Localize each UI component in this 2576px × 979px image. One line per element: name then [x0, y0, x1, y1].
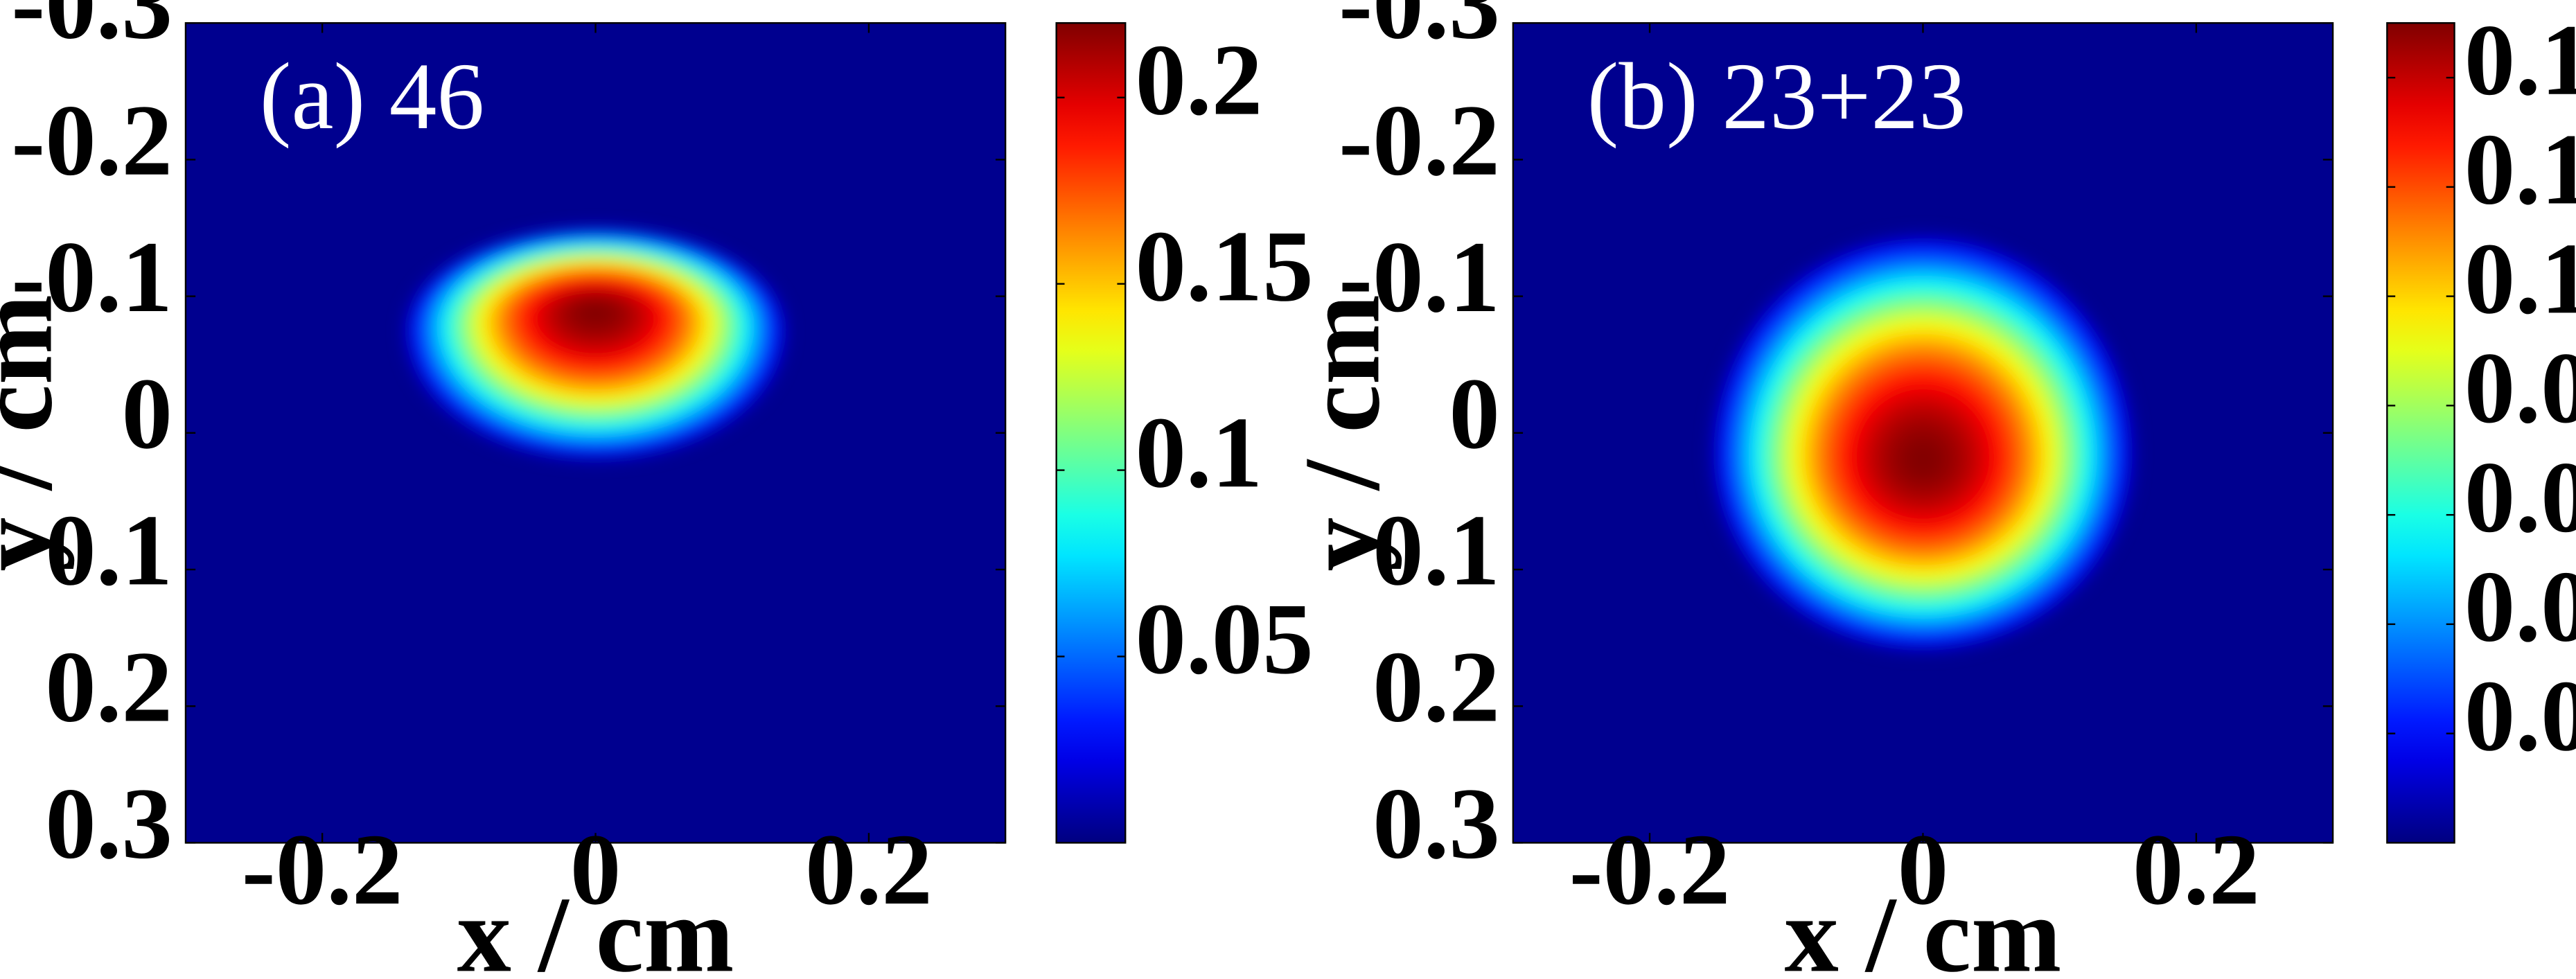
- colorbar-tick-label: 0.15: [1135, 209, 1313, 322]
- panel-annotation: (b) 23+23: [1587, 43, 1966, 149]
- colorbar-tick-label: 0.12: [2464, 113, 2576, 226]
- colorbar-tick-label: 0.14: [2464, 3, 2576, 116]
- y-tick-label: 0.2: [45, 630, 173, 743]
- x-axis-label: x / cm: [1785, 874, 2062, 979]
- y-tick-label: 0: [1449, 357, 1500, 470]
- colorbar-tick-label: 0.04: [2464, 550, 2576, 663]
- heatmap-intensity: [1711, 234, 2135, 652]
- y-tick-label: 0: [121, 357, 173, 470]
- y-tick-label: 0.1: [1373, 493, 1500, 606]
- panel-a: -0.2 0 0.2 -0.3 -0.2 -0.1 0 0.1 0.2 0.3 x / cm y / …: [0, 0, 1314, 979]
- y-tick-label: -0.1: [1339, 220, 1500, 333]
- y-axis-label: y / cm: [1282, 294, 1402, 572]
- x-tick-label: 0.2: [2133, 813, 2260, 926]
- x-tick-label: 0: [570, 813, 621, 926]
- y-tick-label: -0.2: [11, 84, 173, 197]
- x-axis-label: x / cm: [457, 874, 734, 979]
- colorbar-tick-label: 0.08: [2464, 331, 2576, 444]
- x-tick-label: 0: [1898, 813, 1949, 926]
- heatmap-level: [590, 308, 601, 314]
- y-tick-label: -0.3: [1339, 0, 1500, 60]
- panel-b: -0.2 0 0.2 -0.3 -0.2 -0.1 0 0.1 0.2 0.3 x / cm y / …: [1282, 0, 2576, 979]
- x-tick-label: -0.2: [242, 813, 403, 926]
- colorbar-tick-label: 0.05: [1135, 582, 1313, 695]
- y-tick-label: 0.2: [1373, 630, 1500, 743]
- colorbar-tick-label: 0.02: [2464, 659, 2576, 772]
- colorbar: [2386, 22, 2455, 844]
- colorbar-tick-label: 0.06: [2464, 441, 2576, 554]
- colorbar-tick-label: 0.1: [1135, 396, 1262, 509]
- y-axis-label: y / cm: [0, 294, 75, 572]
- colorbar: [1055, 22, 1127, 844]
- y-tick-label: -0.1: [11, 220, 173, 333]
- colorbar-tick-label: 0.2: [1135, 23, 1262, 136]
- y-tick-label: -0.2: [1339, 84, 1500, 197]
- y-tick-label: -0.3: [11, 0, 173, 60]
- x-tick-label: -0.2: [1569, 813, 1731, 926]
- heatmap-intensity: [404, 228, 787, 461]
- y-tick-label: 0.3: [1373, 767, 1500, 880]
- x-tick-label: 0.2: [805, 813, 933, 926]
- y-tick-label: 0.1: [45, 493, 173, 606]
- heatmap-level: [1917, 455, 1929, 466]
- colorbar-tick-label: 0.1: [2464, 222, 2576, 335]
- panel-annotation: (a) 46: [260, 43, 485, 149]
- y-tick-label: 0.3: [45, 767, 173, 880]
